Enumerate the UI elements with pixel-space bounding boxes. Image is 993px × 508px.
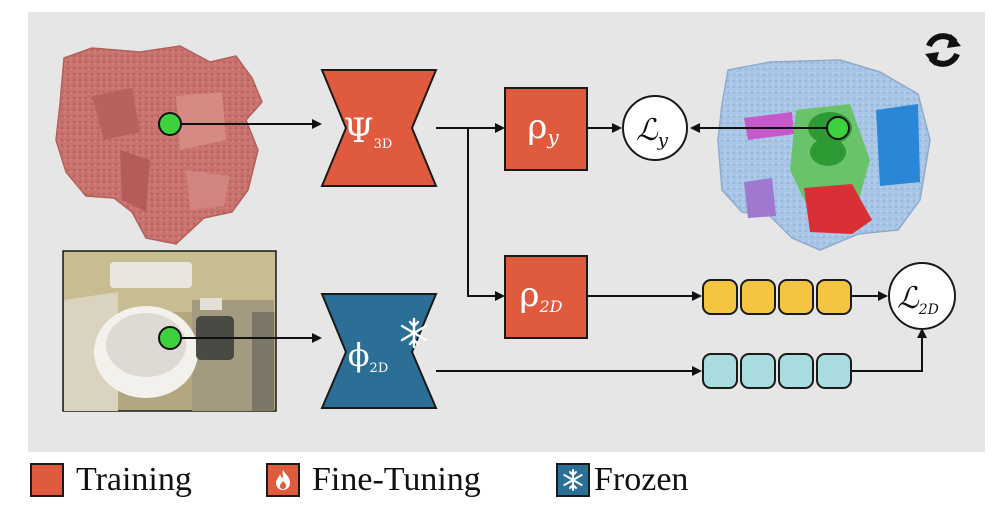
head-rho-2d: ρ2D — [504, 255, 588, 339]
psi-subscript: 3D — [374, 137, 393, 152]
loss-y: ℒy — [622, 95, 688, 161]
query-point-image — [158, 326, 182, 350]
embedding-cell — [778, 353, 814, 389]
refresh-icon — [925, 33, 961, 67]
phi-symbol: ϕ — [348, 336, 370, 374]
encoder-phi-2d: ϕ2D — [320, 293, 438, 409]
loss-y-symbol: ℒ — [636, 113, 659, 148]
svg-text:ℒ2D: ℒ2D — [897, 281, 939, 318]
rho-2d-symbol: ρ — [519, 275, 539, 315]
loss-2d-symbol: ℒ — [897, 281, 920, 316]
input-image — [62, 250, 277, 412]
legend-label-frozen: Frozen — [594, 461, 689, 498]
query-point-cloud — [158, 112, 182, 136]
embedding-cell — [702, 353, 738, 389]
fine-tuning-swatch — [266, 463, 300, 497]
svg-text:ϕ2D: ϕ2D — [348, 336, 389, 376]
legend: Training Fine-Tuning Frozen — [0, 452, 993, 508]
loss-2d-subscript: 2D — [918, 302, 939, 318]
snowflake-icon — [563, 469, 583, 491]
embedding-cell — [816, 353, 852, 389]
embedding-cell — [778, 279, 814, 315]
legend-label-fine-tuning: Fine-Tuning — [312, 461, 481, 498]
rho-2d-subscript: 2D — [538, 297, 562, 316]
input-point-cloud — [55, 45, 263, 245]
embedding-cell — [702, 279, 738, 315]
loss-y-subscript: y — [657, 130, 669, 151]
flame-icon — [276, 470, 290, 490]
svg-text:ℒy: ℒy — [636, 113, 669, 151]
connectors — [170, 119, 927, 376]
query-point-labeled — [826, 116, 850, 140]
loss-2d: ℒ2D — [888, 262, 956, 330]
psi-symbol: Ψ — [344, 111, 374, 151]
legend-item-fine-tuning: Fine-Tuning — [266, 452, 481, 508]
rho-y-subscript: y — [546, 125, 559, 149]
phi-subscript: 2D — [370, 361, 389, 376]
head-rho-y: ρy — [504, 87, 588, 171]
frozen-swatch — [556, 463, 590, 497]
encoder-psi-3d: Ψ3D — [320, 69, 438, 187]
training-swatch — [30, 463, 64, 497]
arrow-target-to-loss-2d — [852, 328, 927, 372]
legend-item-frozen: Frozen — [556, 452, 688, 508]
target-embedding — [702, 353, 852, 389]
snowflake-icon — [400, 317, 428, 349]
arrow-psi-to-rho-2d — [467, 128, 505, 301]
svg-text:Ψ3D: Ψ3D — [344, 111, 393, 152]
embedding-cell — [816, 279, 852, 315]
svg-text:ρ2D: ρ2D — [519, 275, 562, 316]
embedding-cell — [740, 279, 776, 315]
legend-item-training: Training — [30, 452, 192, 508]
embedding-cell — [740, 353, 776, 389]
svg-text:ρy: ρy — [527, 107, 559, 149]
predicted-embedding — [702, 279, 852, 315]
legend-label-training: Training — [76, 461, 192, 498]
rho-y-symbol: ρ — [527, 107, 547, 147]
